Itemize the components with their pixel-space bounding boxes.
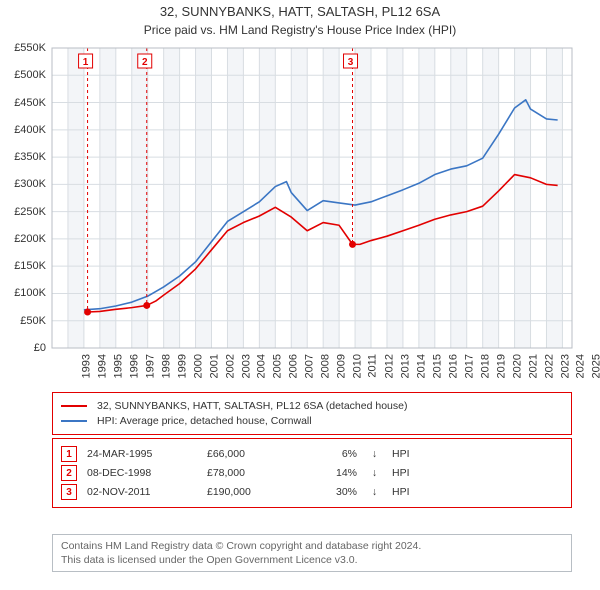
x-tick-label: 2011 — [367, 354, 379, 378]
sale-event-row: 3 02-NOV-2011 £190,000 30% ↓ HPI — [61, 484, 563, 500]
x-tick-label: 2005 — [272, 354, 284, 378]
y-tick-label: £50K — [0, 315, 46, 327]
x-tick-label: 1997 — [144, 354, 156, 378]
y-tick-label: £250K — [0, 206, 46, 218]
legend-label: HPI: Average price, detached house, Corn… — [97, 415, 312, 427]
event-price: £78,000 — [207, 467, 297, 479]
event-pct: 30% — [307, 486, 357, 498]
event-date: 24-MAR-1995 — [87, 448, 197, 460]
x-tick-label: 2020 — [511, 354, 523, 378]
legend-swatch — [61, 405, 87, 407]
x-tick-label: 2003 — [240, 354, 252, 378]
attribution-line-2: This data is licensed under the Open Gov… — [61, 553, 563, 567]
legend-swatch — [61, 420, 87, 422]
event-price: £190,000 — [207, 486, 297, 498]
event-marker: 3 — [61, 484, 77, 500]
event-pct: 14% — [307, 467, 357, 479]
x-tick-label: 2023 — [559, 354, 571, 378]
legend-item: HPI: Average price, detached house, Corn… — [61, 415, 563, 427]
event-comparator: HPI — [392, 486, 410, 498]
x-tick-label: 1996 — [128, 354, 140, 378]
x-tick-label: 2014 — [415, 354, 427, 378]
x-tick-label: 2006 — [288, 354, 300, 378]
y-tick-label: £550K — [0, 42, 46, 54]
x-tick-label: 1998 — [160, 354, 172, 378]
x-tick-label: 2018 — [479, 354, 491, 378]
legend-label: 32, SUNNYBANKS, HATT, SALTASH, PL12 6SA … — [97, 400, 407, 412]
x-tick-label: 2015 — [431, 354, 443, 378]
y-tick-label: £400K — [0, 124, 46, 136]
y-tick-label: £500K — [0, 69, 46, 81]
x-tick-label: 2010 — [352, 354, 364, 378]
x-tick-label: 2004 — [256, 354, 268, 378]
x-tick-label: 1993 — [80, 354, 92, 378]
y-tick-label: £200K — [0, 233, 46, 245]
x-tick-label: 1994 — [96, 354, 108, 378]
sale-event-row: 1 24-MAR-1995 £66,000 6% ↓ HPI — [61, 446, 563, 462]
x-tick-label: 2016 — [447, 354, 459, 378]
attribution-line-1: Contains HM Land Registry data © Crown c… — [61, 539, 563, 553]
x-tick-label: 1995 — [112, 354, 124, 378]
sale-event-row: 2 08-DEC-1998 £78,000 14% ↓ HPI — [61, 465, 563, 481]
chart-area: 1 2 3 £0 £50K £100K £150K £200K £250K £300K £350K £… — [0, 0, 600, 390]
x-tick-label: 2025 — [591, 354, 600, 378]
x-tick-label: 2012 — [384, 354, 396, 378]
x-tick-label: 2017 — [463, 354, 475, 378]
legend-item: 32, SUNNYBANKS, HATT, SALTASH, PL12 6SA … — [61, 400, 563, 412]
y-tick-label: £100K — [0, 287, 46, 299]
y-tick-label: £300K — [0, 178, 46, 190]
x-tick-label: 2024 — [575, 354, 587, 378]
down-arrow-icon: ↓ — [367, 467, 382, 479]
legend: 32, SUNNYBANKS, HATT, SALTASH, PL12 6SA … — [52, 392, 572, 435]
x-tick-label: 2022 — [543, 354, 555, 378]
x-tick-label: 2001 — [208, 354, 220, 378]
svg-text:2: 2 — [142, 57, 148, 68]
x-tick-label: 2000 — [192, 354, 204, 378]
x-tick-label: 2019 — [495, 354, 507, 378]
y-tick-label: £350K — [0, 151, 46, 163]
event-date: 02-NOV-2011 — [87, 486, 197, 498]
event-price: £66,000 — [207, 448, 297, 460]
y-tick-label: £150K — [0, 260, 46, 272]
y-tick-label: £0 — [0, 342, 46, 354]
svg-text:1: 1 — [83, 57, 89, 68]
event-marker: 2 — [61, 465, 77, 481]
event-pct: 6% — [307, 448, 357, 460]
x-tick-label: 2021 — [527, 354, 539, 378]
x-tick-label: 2002 — [224, 354, 236, 378]
x-tick-label: 2009 — [336, 354, 348, 378]
sale-events: 1 24-MAR-1995 £66,000 6% ↓ HPI 2 08-DEC-1998 £78… — [52, 438, 572, 508]
x-tick-label: 2007 — [304, 354, 316, 378]
svg-text:3: 3 — [348, 57, 354, 68]
event-marker: 1 — [61, 446, 77, 462]
event-comparator: HPI — [392, 467, 410, 479]
x-tick-label: 2013 — [400, 354, 412, 378]
down-arrow-icon: ↓ — [367, 448, 382, 460]
x-tick-label: 2008 — [320, 354, 332, 378]
y-tick-label: £450K — [0, 97, 46, 109]
attribution: Contains HM Land Registry data © Crown c… — [52, 534, 572, 572]
x-tick-label: 1999 — [176, 354, 188, 378]
event-date: 08-DEC-1998 — [87, 467, 197, 479]
event-comparator: HPI — [392, 448, 410, 460]
down-arrow-icon: ↓ — [367, 486, 382, 498]
